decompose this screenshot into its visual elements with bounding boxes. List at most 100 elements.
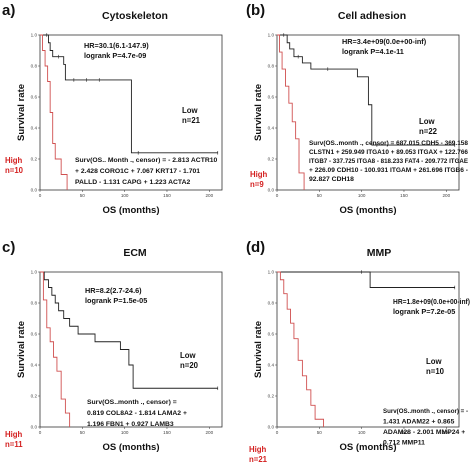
y-tick-label: 0.6 [268, 95, 275, 100]
panel-cytoskeleton: a) Cytoskeleton OS (months) Survival rate 0.… [0, 0, 237, 237]
x-tick-label: 50 [317, 193, 323, 198]
stats-line: logrank P=4.1e-11 [342, 47, 404, 56]
series-line-low [277, 34, 455, 146]
km-chart: (b) Cell adhesion OS (months) Survival rate… [246, 2, 468, 216]
panel-cell-adhesion: (b) Cell adhesion OS (months) Survival rate… [237, 0, 474, 237]
model-equation-line: Surv(OS.. Month ., censor) = - 2.813 ACT… [75, 157, 218, 164]
model-equation-line: 0.819 COL8A2 - 1.814 LAMA2 + [87, 410, 187, 417]
model-equation-line: PALLD - 1.131 CAPG + 1.223 ACTA2 [75, 179, 190, 186]
x-axis-label: OS (months) [103, 442, 160, 453]
model-equation-line: 1.431 ADAM22 + 0.865 [383, 419, 455, 426]
model-equation-line: + 226.09 CDH10 - 100.931 ITGAM + 261.696… [309, 167, 468, 174]
x-tick-label: 200 [205, 430, 213, 435]
y-tick-label: 0.6 [31, 332, 38, 337]
y-tick-label: 0.6 [31, 95, 38, 100]
y-tick-label: 0.8 [31, 301, 38, 306]
y-tick-label: 0.4 [268, 126, 275, 131]
x-tick-label: 100 [121, 430, 129, 435]
series-line-low [40, 271, 218, 389]
low-group-label: Low [419, 117, 436, 126]
y-tick-label: 0.8 [268, 301, 275, 306]
x-axis-label: OS (months) [340, 442, 397, 453]
y-tick-label: 0.0 [268, 188, 275, 193]
y-tick-label: 0.2 [31, 157, 38, 162]
panel-mmp: (d) MMP OS (months) Survival rate 0.0 0.2 0.4 0… [237, 237, 474, 474]
model-equation-line: ITGB7 - 337.725 ITGA8 - 818.233 FAT4 - 2… [309, 158, 468, 165]
model-equation-line: Surv(OS..month ., censor) = [87, 399, 177, 406]
panel-ecm: c) ECM OS (months) Survival rate 0.0 0.2 0.4 0.… [0, 237, 237, 474]
y-tick-label: 0.0 [31, 425, 38, 430]
km-chart: c) ECM OS (months) Survival rate 0.0 0.2 0.4 0.… [2, 239, 223, 453]
x-tick-label: 150 [163, 430, 171, 435]
y-tick-label: 0.4 [31, 363, 38, 368]
stats-line: HR=1.8e+09(0.0e+00-inf) [393, 297, 471, 306]
y-axis-label: Survival rate [253, 321, 264, 378]
x-axis-label: OS (months) [103, 205, 160, 216]
y-tick-label: 1.0 [268, 33, 275, 38]
x-tick-label: 0 [276, 193, 279, 198]
chart-title: ECM [123, 247, 147, 259]
y-tick-label: 0.0 [268, 425, 275, 430]
y-tick-label: 0.6 [268, 332, 275, 337]
stats-line: HR=8.2(2.7-24.6) [85, 286, 142, 295]
high-group-label: High [250, 170, 268, 179]
high-group-label: High [5, 156, 23, 165]
panel-letter: (d) [246, 239, 265, 256]
x-tick-label: 100 [358, 430, 366, 435]
model-equation-line: 0.712 MMP11 [383, 440, 425, 447]
y-axis-label: Survival rate [16, 84, 27, 141]
x-tick-label: 200 [442, 193, 450, 198]
low-group-label: Low [180, 351, 197, 360]
y-axis-label: Survival rate [16, 321, 27, 378]
model-equation-line: CLSTN1 + 259.949 ITGA10 + 89.053 ITGAX +… [309, 149, 468, 156]
high-group-label: High [249, 445, 267, 454]
model-equation-line: 92.827 CDH18 [309, 176, 354, 183]
x-tick-label: 100 [121, 193, 129, 198]
y-tick-label: 0.2 [31, 394, 38, 399]
x-tick-label: 0 [39, 430, 42, 435]
series-line-low [40, 34, 218, 154]
high-group-label: n=9 [250, 180, 264, 189]
y-axis-label: Survival rate [253, 84, 264, 141]
plot-frame [276, 271, 460, 428]
high-group-label: n=11 [5, 440, 23, 449]
y-tick-label: 1.0 [31, 270, 38, 275]
model-equation-line: 1.196 FBN1 + 0.927 LAMB3 [87, 421, 174, 428]
series-line-high [40, 34, 68, 190]
x-tick-label: 50 [80, 430, 86, 435]
x-tick-label: 50 [317, 430, 323, 435]
km-chart: (d) MMP OS (months) Survival rate 0.0 0.2 0.4 0… [246, 239, 471, 464]
stats-line: HR=30.1(6.1-147.9) [84, 41, 149, 50]
x-axis-label: OS (months) [340, 205, 397, 216]
panel-letter: (b) [246, 2, 265, 19]
x-tick-label: 100 [358, 193, 366, 198]
y-tick-label: 0.2 [268, 157, 275, 162]
plot-frame [39, 271, 223, 428]
x-tick-label: 0 [276, 430, 279, 435]
panel-letter: a) [2, 2, 15, 19]
x-tick-label: 200 [205, 193, 213, 198]
series-line-high [40, 271, 71, 427]
low-group-label: Low [426, 357, 443, 366]
chart-title: MMP [367, 247, 392, 259]
y-tick-label: 0.0 [31, 188, 38, 193]
plot-frame [276, 34, 460, 191]
x-tick-label: 150 [400, 193, 408, 198]
high-group-label: High [5, 430, 23, 439]
high-group-label: n=21 [249, 455, 268, 464]
y-tick-label: 0.8 [31, 64, 38, 69]
low-group-label: n=22 [419, 127, 438, 136]
x-tick-label: 200 [442, 430, 450, 435]
low-group-label: Low [182, 106, 199, 115]
stats-line: logrank P=1.5e-05 [85, 296, 147, 305]
low-group-label: n=10 [426, 367, 445, 376]
x-tick-label: 0 [39, 193, 42, 198]
plot-frame [39, 34, 223, 191]
series-line-low [277, 271, 455, 288]
x-tick-label: 150 [400, 430, 408, 435]
series-line-high [277, 34, 305, 190]
x-tick-label: 150 [163, 193, 171, 198]
panel-letter: c) [2, 239, 15, 256]
y-tick-label: 0.4 [268, 363, 275, 368]
high-group-label: n=10 [5, 166, 24, 175]
